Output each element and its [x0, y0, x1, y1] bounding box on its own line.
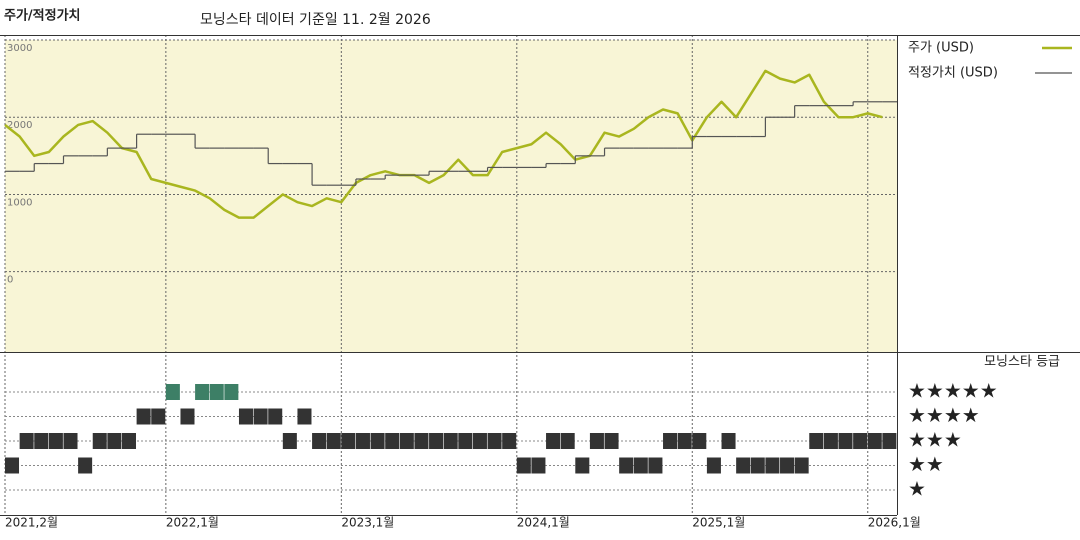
rating-bar: [414, 433, 429, 449]
x-tick-label: 2022,1월: [166, 516, 219, 530]
rating-bar: [5, 457, 20, 474]
rating-bar: [823, 433, 838, 449]
rating-bar: [604, 433, 619, 449]
rating-bar: [560, 433, 575, 449]
rating-bar: [19, 433, 34, 449]
rating-bar: [268, 408, 283, 425]
rating-bar: [750, 457, 765, 474]
rating-bar: [882, 433, 897, 449]
rating-bar: [838, 433, 853, 449]
rating-bar: [443, 433, 458, 449]
rating-bar: [195, 384, 210, 400]
rating-bar: [180, 408, 195, 425]
chart-title: 주가/적정가치: [4, 8, 81, 24]
rating-label: ★★★★★: [908, 379, 998, 403]
rating-bar: [853, 433, 868, 449]
rating-bar: [341, 433, 356, 449]
x-tick-label: 2023,1월: [341, 516, 394, 530]
y-tick-label: 3000: [7, 43, 32, 54]
y-tick-label: 2000: [7, 120, 32, 131]
price-line: [4, 69, 883, 219]
plot-background: [5, 40, 897, 352]
marks: 주가 (USD) 적정가치 (USD): [4, 41, 1072, 474]
rating-bar: [502, 433, 517, 449]
y-tick-label: 0: [7, 275, 13, 286]
rating-bar: [575, 457, 590, 474]
rating-bar: [92, 433, 107, 449]
legend-label: 적정가치 (USD): [908, 66, 998, 81]
rating-bar: [63, 433, 78, 449]
rating-bar: [107, 433, 122, 449]
rating-bar: [78, 457, 93, 474]
rating-bar: [780, 457, 795, 474]
rating-bar: [546, 433, 561, 449]
rating-bar: [326, 433, 341, 449]
rating-bar: [355, 433, 370, 449]
rating-bar: [867, 433, 882, 449]
rating-bar: [736, 457, 751, 474]
rating-bar: [809, 433, 824, 449]
rating-bar: [136, 408, 151, 425]
rating-bar: [619, 457, 634, 474]
rating-bar: [370, 433, 385, 449]
rating-label: ★: [908, 477, 926, 501]
rating-bar: [721, 433, 736, 449]
y-tick-label: 1000: [7, 197, 32, 208]
grid: 0 1000 2000 3000 2021,2월 2022,1월 2023,1월 2024,1…: [4, 35, 998, 530]
rating-bar: [253, 408, 268, 425]
rating-bar: [151, 408, 166, 425]
rating-bar: [531, 457, 546, 474]
rating-bar: [516, 457, 531, 474]
rating-bar: [165, 384, 180, 400]
rating-label: ★★★: [908, 428, 962, 452]
rating-label: ★★: [908, 452, 944, 476]
rating-bar: [692, 433, 707, 449]
rating-bar: [487, 433, 502, 449]
rating-bar: [677, 433, 692, 449]
rating-bar: [648, 457, 663, 474]
rating-bar: [472, 433, 487, 449]
rating-bar: [663, 433, 678, 449]
rating-bar: [399, 433, 414, 449]
rating-bar: [633, 457, 648, 474]
frame: [0, 35, 1080, 516]
rating-bar: [589, 433, 604, 449]
rating-label: ★★★★: [908, 403, 980, 427]
rating-bar: [385, 433, 400, 449]
rating-bar: [429, 433, 444, 449]
rating-bar: [121, 433, 137, 449]
legend-label: 주가 (USD): [908, 41, 974, 56]
rating-bar: [224, 384, 239, 400]
rating-bar: [458, 433, 473, 449]
rating-bar: [794, 457, 809, 474]
rating-bar: [48, 433, 63, 449]
rating-bar: [297, 408, 312, 425]
x-tick-label: 2024,1월: [517, 516, 570, 530]
x-tick-label: 2026,1월: [868, 516, 921, 530]
x-tick-label: 2021,2월: [5, 516, 58, 530]
rating-bar: [706, 457, 721, 474]
rating-title: 모닝스타 등급: [984, 355, 1060, 370]
rating-bar: [238, 408, 253, 425]
rating-bar: [209, 384, 224, 400]
rating-bar: [34, 433, 49, 449]
x-tick-label: 2025,1월: [692, 516, 745, 530]
rating-bar: [765, 457, 780, 474]
rating-bar: [312, 433, 327, 449]
chart-subtitle: 모닝스타 데이터 기준일 11. 2월 2026: [200, 12, 431, 28]
rating-bar: [282, 433, 297, 449]
